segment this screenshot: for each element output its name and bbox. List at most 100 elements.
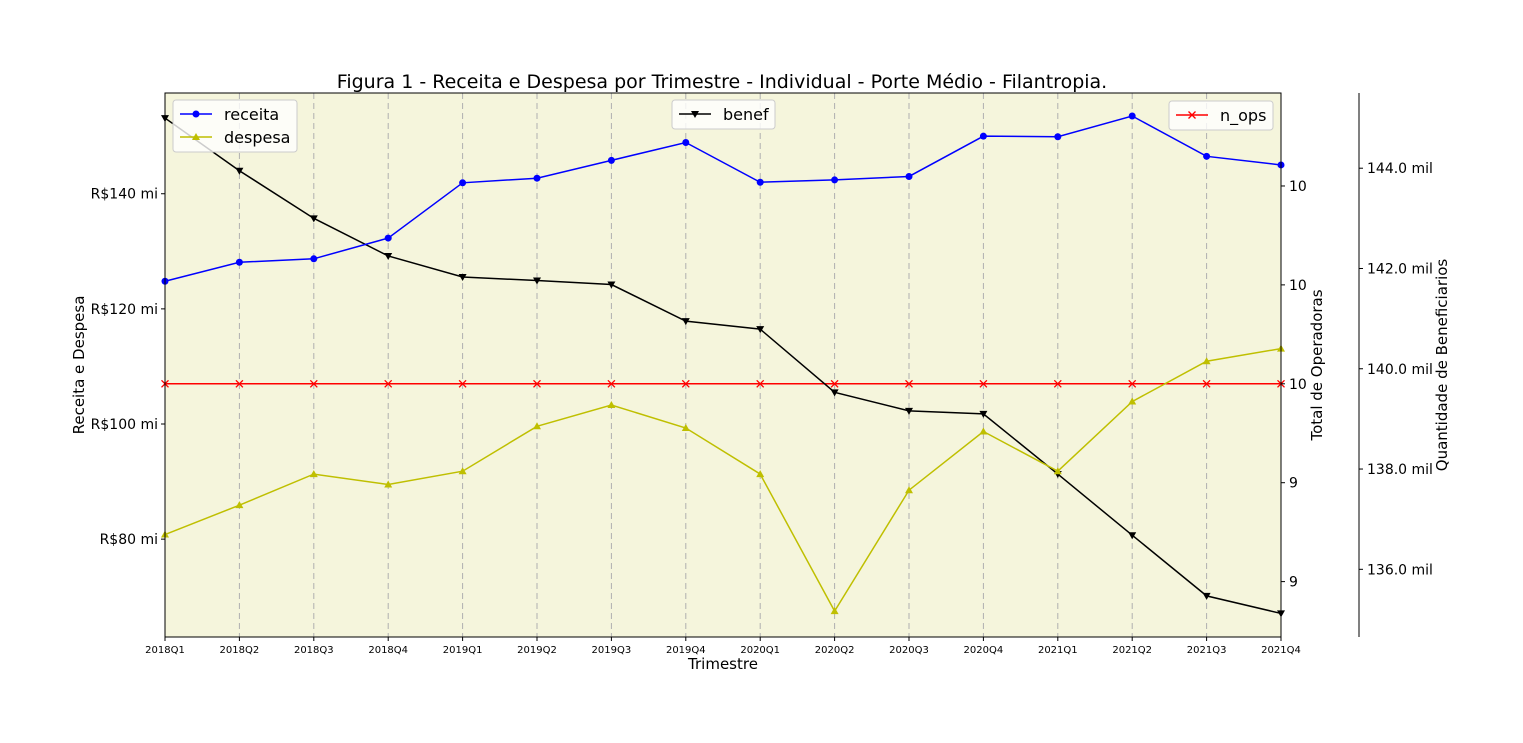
chart-title: Figura 1 - Receita e Despesa por Trimest…: [337, 71, 1107, 93]
left-axis-tick-label: R$100 mi: [91, 417, 158, 433]
x-tick-label: 2019Q1: [443, 645, 483, 656]
data-point-receita: [905, 172, 913, 180]
series-receita: [161, 112, 1285, 285]
legend-label: receita: [224, 105, 279, 124]
ticks-layer: 2018Q1 2018Q2 2018Q3 2018Q4 2019Q1 2019Q2 2019…: [91, 161, 1433, 656]
data-point-benef: [681, 318, 690, 326]
legend-frame: [172, 99, 298, 153]
data-point-benef: [533, 277, 541, 285]
series-layer: [161, 112, 1285, 618]
data-point-benef: [458, 274, 467, 282]
legend-center: benef: [671, 99, 776, 130]
data-point-receita: [831, 176, 839, 184]
data-point-despesa: [756, 470, 765, 478]
x-tick-label: 2018Q2: [220, 645, 260, 656]
data-point-despesa: [607, 401, 616, 409]
marker-stroke: [905, 379, 913, 388]
data-point-receita: [459, 179, 467, 187]
x-tick-label: 2021Q1: [1038, 645, 1078, 656]
x-tick-label: 2019Q4: [666, 645, 706, 656]
marker-stroke: [458, 379, 467, 388]
data-point-n_ops: [1053, 379, 1062, 388]
x-tick-label: 2019Q3: [592, 645, 632, 656]
legend-marker: [192, 110, 200, 118]
data-point-benef: [756, 326, 765, 334]
data-point-despesa: [1128, 397, 1137, 405]
data-point-receita: [1054, 133, 1062, 141]
marker-stroke: [830, 379, 839, 388]
data-point-despesa: [905, 486, 913, 494]
x-tick-label: 2018Q3: [294, 645, 334, 656]
data-point-receita: [533, 174, 541, 182]
data-point-n_ops: [1202, 379, 1211, 388]
x-tick-label: 2021Q3: [1187, 645, 1227, 656]
x-tick-label: 2018Q1: [145, 645, 185, 656]
data-point-receita: [979, 132, 987, 140]
right-axis-2-tick-label: 138.0 mil: [1367, 462, 1433, 478]
left-axis-tick-label: R$80 mi: [100, 532, 158, 548]
right-axis-1-tick-label: 9: [1289, 575, 1298, 591]
legend-marker: [1188, 111, 1196, 119]
data-point-despesa: [979, 427, 988, 435]
marker-stroke: [1053, 379, 1062, 388]
marker-stroke: [1188, 111, 1196, 119]
right-axis-2-tick-label: 144.0 mil: [1367, 161, 1433, 177]
legend-marker: [691, 111, 699, 118]
data-point-benef: [309, 215, 318, 223]
data-point-benef: [905, 407, 913, 415]
series-despesa: [161, 344, 1285, 615]
data-point-n_ops: [384, 379, 393, 388]
series-line-despesa: [164, 347, 1282, 613]
plot-area: [165, 93, 1281, 637]
data-point-despesa: [1202, 357, 1211, 365]
marker-stroke: [607, 379, 616, 388]
data-point-despesa: [681, 424, 690, 432]
data-point-n_ops: [756, 379, 765, 388]
data-point-despesa: [235, 501, 244, 509]
right-axis-2-tick-label: 142.0 mil: [1367, 261, 1433, 277]
data-point-n_ops: [235, 379, 244, 388]
data-point-n_ops: [830, 379, 839, 388]
x-axis-label: Trimestre: [687, 655, 758, 673]
legend-label: despesa: [224, 128, 290, 147]
marker-stroke: [309, 379, 318, 388]
right-axis-1-tick-label: 9: [1289, 476, 1298, 492]
legend-frame: [671, 99, 776, 130]
series-n_ops: [161, 379, 1285, 388]
data-point-n_ops: [1128, 379, 1137, 388]
legend-frame: [1168, 100, 1274, 131]
data-point-despesa: [458, 467, 467, 475]
data-point-receita: [310, 255, 318, 263]
x-tick-label: 2019Q2: [517, 645, 557, 656]
x-tick-label: 2020Q1: [740, 645, 780, 656]
data-point-benef: [607, 281, 616, 289]
data-point-receita: [756, 178, 764, 186]
data-point-receita: [1128, 112, 1136, 120]
right-axis-1-tick-label: 10: [1289, 179, 1307, 195]
data-point-despesa: [1053, 467, 1062, 475]
left-axis-label: Receita e Despesa: [70, 296, 88, 435]
data-point-receita: [384, 234, 392, 242]
data-point-n_ops: [533, 379, 541, 388]
data-point-n_ops: [458, 379, 467, 388]
data-point-n_ops: [309, 379, 318, 388]
marker-stroke: [681, 379, 690, 388]
marker-stroke: [979, 379, 988, 388]
data-point-receita: [682, 139, 690, 147]
right-axis-2-tick-label: 136.0 mil: [1367, 562, 1433, 578]
plot-frame: [164, 92, 1282, 638]
grid-lines: [238, 93, 1208, 637]
marker-stroke: [1128, 379, 1137, 388]
data-point-despesa: [384, 480, 393, 488]
data-point-receita: [1203, 152, 1211, 160]
data-point-benef: [384, 252, 393, 260]
data-point-n_ops: [681, 379, 690, 388]
data-point-benef: [979, 410, 988, 418]
legend-right: n_ops: [1168, 100, 1274, 131]
right-axis-1-label: Total de Operadoras: [1308, 289, 1326, 441]
data-point-benef: [1128, 532, 1137, 540]
data-point-benef: [1202, 592, 1211, 600]
marker-stroke: [533, 379, 541, 388]
data-point-n_ops: [607, 379, 616, 388]
